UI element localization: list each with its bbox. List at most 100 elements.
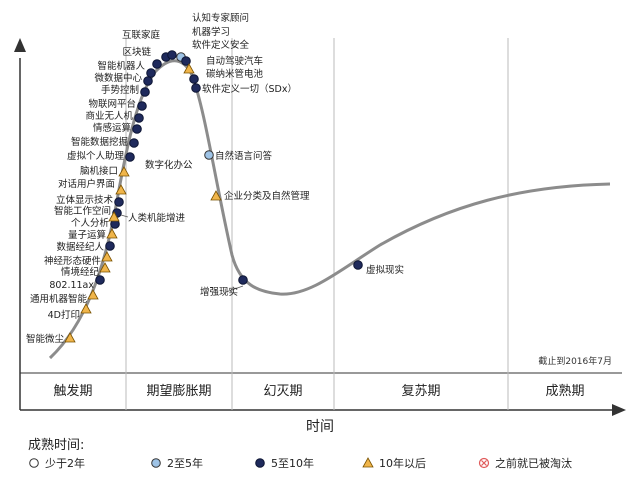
marker-5to10	[146, 68, 156, 78]
technology-label: 增强现实	[200, 286, 238, 298]
marker-gt10	[210, 190, 222, 201]
technology-point: 软件定义安全	[181, 39, 250, 66]
x-axis-arrow	[612, 404, 626, 416]
technology-point: 认知专家顾问	[167, 12, 249, 60]
technology-label: 自动驾驶汽车	[206, 55, 263, 67]
marker-gt10	[106, 228, 118, 239]
technology-point: 企业分类及自然管理	[210, 190, 310, 202]
technology-label: 认知专家顾问	[192, 12, 249, 24]
technology-point: 软件定义一切（SDx）	[191, 83, 297, 95]
hype-curve	[48, 59, 611, 360]
marker-5to10	[238, 275, 248, 285]
marker-5to10	[181, 56, 191, 66]
marker-5to10	[143, 76, 153, 86]
legend-title: 成熟时间:	[28, 437, 84, 453]
technology-label: 数字化办公	[145, 159, 193, 171]
technology-label: 智能工作空间	[54, 205, 111, 217]
technology-point: 智能数据挖掘	[71, 136, 139, 148]
marker-5to10	[152, 59, 162, 69]
marker-gt10	[99, 262, 111, 273]
legend-item: 10年以后	[362, 456, 426, 470]
technology-label: 商业无人机	[85, 110, 133, 122]
phase-label: 期望膨胀期	[146, 383, 211, 399]
technology-point: 增强现实	[200, 275, 248, 298]
technology-label: 企业分类及自然管理	[224, 190, 310, 202]
phase-label: 幻灭期	[263, 384, 302, 399]
technology-label: 人类机能增进	[128, 212, 186, 224]
technology-label: 通用机器智能	[30, 293, 88, 305]
marker-5to10	[353, 260, 363, 270]
technology-label: 神经形态硬件	[44, 255, 102, 267]
legend-item: 之前就已被淘汰	[478, 456, 572, 470]
technology-label: 微数据中心	[94, 72, 142, 84]
technology-label: 量子运算	[68, 229, 106, 241]
legend: 成熟时间: 少于2年 2至5年 5至10年 10年以后 之前就已被淘汰	[28, 437, 572, 470]
technology-label: 物联网平台	[88, 98, 136, 110]
marker-5to10	[255, 458, 265, 468]
legend-label: 之前就已被淘汰	[495, 456, 572, 470]
technology-label: 自然语言问答	[215, 150, 273, 162]
marker-5to10	[132, 124, 142, 134]
technology-label: 对话用户界面	[58, 178, 115, 190]
technology-label: 脑机接口	[80, 165, 118, 177]
technology-label: 802.11ax	[49, 280, 94, 291]
technology-point: 智能工作空间	[54, 205, 122, 218]
legend-items: 少于2年 2至5年 5至10年 10年以后 之前就已被淘汰	[29, 456, 572, 470]
technology-point: 量子运算	[68, 228, 118, 241]
technology-label: 碳纳米管电池	[206, 68, 264, 80]
marker-2to5	[204, 150, 214, 160]
technology-label: 软件定义安全	[192, 39, 250, 51]
technology-point: 立体显示技术	[56, 194, 124, 207]
marker-gt10	[362, 457, 374, 468]
technology-point: 情感运算	[93, 122, 142, 134]
technology-point: 虚拟现实	[353, 260, 404, 276]
phase-labels: 触发期 期望膨胀期 幻灭期 复苏期 成熟期	[53, 383, 584, 399]
technology-point: 数据经纪人	[56, 241, 115, 253]
technology-label: 软件定义一切（SDx）	[202, 83, 297, 95]
technology-label: 手势控制	[101, 84, 139, 96]
marker-5to10	[105, 241, 115, 251]
marker-5to10	[140, 87, 150, 97]
technology-point: 机器学习	[176, 26, 230, 62]
marker-5to10	[129, 138, 139, 148]
phase-label: 复苏期	[401, 383, 440, 399]
technology-label: 互联家庭	[122, 29, 161, 41]
technology-point: 智能微尘	[26, 332, 76, 345]
marker-gt10	[101, 251, 113, 262]
marker-5to10	[114, 197, 124, 207]
technology-point: 对话用户界面	[58, 178, 127, 195]
technology-label: 情感运算	[93, 122, 131, 134]
technology-label: 智能微尘	[26, 333, 65, 345]
technology-point: 4D打印	[48, 303, 92, 321]
technology-label: 情境经纪	[61, 266, 100, 278]
technology-point: 智能机器人	[97, 60, 156, 78]
technology-label: 个人分析	[71, 217, 110, 229]
legend-item: 少于2年	[29, 456, 85, 470]
legend-label: 10年以后	[379, 456, 426, 470]
technology-point: 商业无人机	[85, 110, 144, 123]
marker-5to10	[167, 50, 177, 60]
axes	[14, 38, 626, 416]
technology-point: 个人分析	[71, 217, 120, 229]
technology-point: 通用机器智能	[30, 289, 99, 305]
marker-gt10	[87, 289, 99, 300]
technology-label: 智能数据挖掘	[71, 136, 128, 148]
technology-label: 区块链	[122, 46, 151, 58]
legend-item: 2至5年	[151, 456, 203, 470]
marker-5to10	[95, 275, 105, 285]
legend-label: 2至5年	[167, 456, 203, 470]
technology-point: 手势控制	[101, 84, 150, 97]
marker-lt2	[29, 458, 39, 468]
technology-label: 机器学习	[192, 26, 230, 38]
marker-gt10	[80, 303, 92, 314]
as-of-label: 截止到2016年7月	[538, 355, 612, 367]
technology-point: 情境经纪	[61, 262, 111, 278]
marker-gt10	[64, 332, 76, 343]
legend-label: 少于2年	[45, 456, 85, 470]
technology-point: 802.11ax	[49, 275, 105, 291]
technology-point: 数字化办公	[145, 159, 193, 171]
phase-label: 触发期	[53, 383, 92, 399]
marker-gt10	[118, 166, 130, 177]
